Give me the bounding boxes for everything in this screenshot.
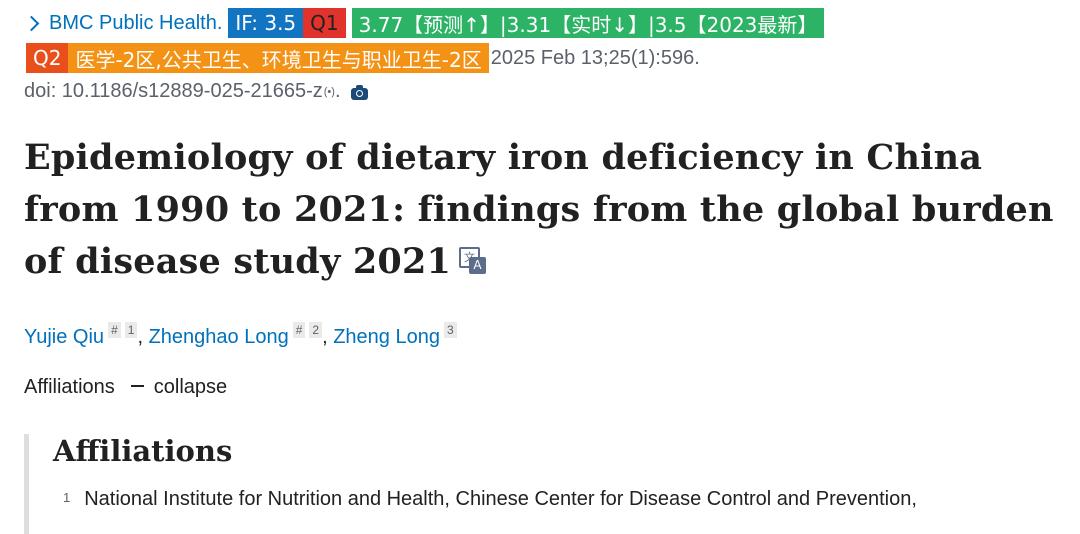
collapse-icon	[130, 385, 144, 387]
article-title: Epidemiology of dietary iron deficiency …	[24, 132, 1074, 288]
category-badge: 医学-2区,公共卫生、环境卫生与职业卫生-2区	[68, 43, 489, 73]
affiliation-mark[interactable]: 2	[309, 322, 323, 338]
chevron-right-icon	[23, 15, 40, 31]
author-link[interactable]: Zheng Long	[333, 326, 440, 348]
journal-line: BMC Public Health. IF: 3.5 Q1 3.77【预测↑】|…	[23, 8, 825, 38]
camera-icon[interactable]	[350, 84, 368, 100]
journal-meta-line: Q2 医学-2区,公共卫生、环境卫生与职业卫生-2区 2025 Feb 13;2…	[26, 43, 700, 73]
journal-link[interactable]: BMC Public Health.	[23, 11, 223, 35]
affiliation-item: 1 National Institute for Nutrition and He…	[63, 488, 917, 511]
equal-contrib-mark[interactable]: #	[292, 322, 306, 338]
author-link[interactable]: Yujie Qiu	[24, 326, 105, 348]
author-list: Yujie Qiu #1, Zhenghao Long #2, Zheng Long…	[24, 322, 457, 349]
translate-icon[interactable]: 文A	[459, 247, 487, 275]
article-title-text: Epidemiology of dietary iron deficiency …	[24, 137, 1054, 282]
publication-date: 2025 Feb 13;25(1):596.	[490, 46, 700, 69]
doi-line: doi: 10.1186/s12889-025-21665-z (•) .	[24, 80, 368, 103]
impact-factor-badge: IF: 3.5	[228, 8, 304, 38]
affiliations-toggle[interactable]: Affiliations collapse	[24, 376, 227, 399]
affiliations-panel: Affiliations 1 National Institute for Nut…	[24, 434, 1074, 534]
affiliation-number: 1	[63, 490, 71, 505]
doi-link[interactable]: doi: 10.1186/s12889-025-21665-z	[24, 80, 323, 102]
journal-name: BMC Public Health.	[49, 11, 223, 34]
affiliations-toggle-action: collapse	[153, 376, 228, 398]
quartile-badge: Q1	[303, 8, 346, 38]
radio-wave-icon: (•)	[323, 85, 335, 98]
affiliation-mark[interactable]: 1	[124, 322, 138, 338]
doi-suffix: .	[334, 80, 341, 102]
equal-contrib-mark[interactable]: #	[108, 322, 121, 338]
zone-badge: Q2	[26, 43, 69, 73]
affiliations-toggle-label: Affiliations	[24, 376, 115, 398]
prediction-badge: 3.77【预测↑】|3.31【实时↓】|3.5【2023最新】	[351, 8, 825, 38]
author-link[interactable]: Zhenghao Long	[148, 326, 289, 348]
affiliation-mark[interactable]: 3	[443, 322, 457, 338]
affiliations-heading: Affiliations	[53, 434, 233, 468]
affiliation-text: National Institute for Nutrition and Hea…	[84, 488, 917, 510]
